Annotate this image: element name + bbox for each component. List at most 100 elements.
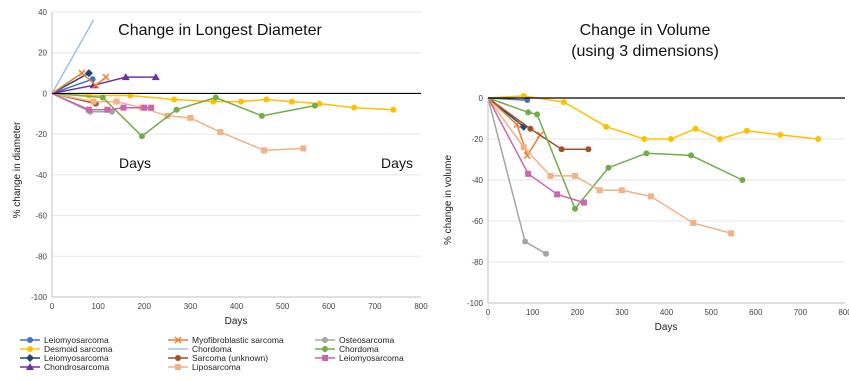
legend-label: Sarcoma (unknown) xyxy=(192,353,268,363)
legend-label: Osteosarcoma xyxy=(339,335,395,345)
legend-label: Chordoma xyxy=(192,344,232,354)
volume-data-point xyxy=(585,146,592,153)
volume-data-point xyxy=(513,121,521,129)
diameter-data-point xyxy=(300,145,307,152)
diameter-y-tick-label: 20 xyxy=(38,49,47,58)
diameter-x-tick-label: 600 xyxy=(322,302,336,311)
volume-data-point xyxy=(558,146,565,153)
diameter-data-point xyxy=(138,133,145,140)
diameter-data-point xyxy=(390,106,397,113)
volume-data-point xyxy=(688,152,695,159)
legend-label: Leiomyosarcoma xyxy=(44,335,109,345)
volume-series-6 xyxy=(487,97,735,237)
diameter-series-group xyxy=(51,19,397,154)
volume-data-point xyxy=(525,109,532,116)
diameter-data-point xyxy=(148,104,155,111)
diameter-x-tick-label: 300 xyxy=(184,302,198,311)
volume-data-point xyxy=(520,144,527,151)
legend-item: Leiomyosarcoma xyxy=(315,353,404,363)
diameter-x-tick-label: 200 xyxy=(138,302,152,311)
diameter-data-point xyxy=(121,73,130,81)
volume-x-tick-label: 200 xyxy=(571,308,585,317)
volume-data-point xyxy=(743,127,750,134)
diameter-data-point xyxy=(78,69,86,77)
diameter-data-point xyxy=(151,73,160,81)
volume-series-line xyxy=(487,97,589,151)
diameter-series-line xyxy=(51,76,156,95)
diameter-x-tick-label: 400 xyxy=(230,302,244,311)
volume-data-point xyxy=(618,187,625,194)
volume-data-point xyxy=(560,99,567,106)
legend-marker xyxy=(26,354,34,362)
diameter-x-tick-label: 500 xyxy=(276,302,290,311)
diameter-data-point xyxy=(261,147,268,154)
volume-data-point xyxy=(667,136,674,142)
volume-data-point xyxy=(739,177,746,183)
volume-data-point xyxy=(603,123,610,130)
legend-item: Osteosarcoma xyxy=(315,335,395,345)
diameter-annotation-1: Days xyxy=(119,155,151,171)
volume-y-tick-label: -80 xyxy=(471,258,483,267)
legend-item: Chondrosarcoma xyxy=(20,362,109,372)
legend-label: Myofibroblastic sarcoma xyxy=(192,335,284,345)
diameter-data-point xyxy=(258,112,265,119)
diameter-data-point xyxy=(173,106,180,113)
volume-x-tick-label: 400 xyxy=(660,308,674,317)
volume-data-point xyxy=(522,238,529,245)
volume-data-point xyxy=(717,136,724,142)
diameter-data-point xyxy=(141,104,148,111)
legend-marker xyxy=(322,346,328,352)
diameter-x-tick-label: 700 xyxy=(368,302,382,311)
volume-data-point xyxy=(643,150,650,157)
legend-label: Desmoid sarcoma xyxy=(44,344,113,354)
diameter-data-point xyxy=(316,100,323,107)
diameter-data-point xyxy=(212,94,219,101)
legend-item: Leiomyosarcoma xyxy=(20,335,109,345)
legend-marker xyxy=(27,346,33,352)
volume-data-point xyxy=(572,172,579,179)
diameter-data-point xyxy=(120,104,127,111)
legend-label: Leiomyosarcoma xyxy=(44,353,109,363)
diameter-series-3 xyxy=(51,73,160,95)
diameter-data-point xyxy=(85,106,92,113)
diameter-chart-title: Change in Longest Diameter xyxy=(118,22,322,39)
volume-data-point xyxy=(728,230,735,237)
diameter-x-tick-label: 0 xyxy=(50,302,55,311)
diameter-series-line xyxy=(51,78,93,95)
diameter-series-line xyxy=(51,19,95,94)
diameter-y-axis-title: % change in diameter xyxy=(12,121,23,218)
volume-y-tick-label: -20 xyxy=(471,135,483,144)
diameter-data-point xyxy=(171,96,178,103)
volume-data-point xyxy=(580,199,587,206)
volume-x-tick-label: 100 xyxy=(526,308,540,317)
diameter-data-point xyxy=(84,69,93,78)
volume-data-point xyxy=(692,125,699,132)
legend-item: Desmoid sarcoma xyxy=(20,344,113,354)
diameter-y-tick-label: -80 xyxy=(35,252,47,261)
legend-marker xyxy=(322,355,328,361)
volume-chart-title: Change in Volume xyxy=(580,22,711,39)
legend-item: Chordoma xyxy=(168,344,232,354)
volume-data-point xyxy=(596,187,603,194)
diameter-annotation-2: Days xyxy=(381,155,413,171)
volume-data-point xyxy=(525,170,532,177)
legend-marker xyxy=(27,337,33,343)
volume-data-point xyxy=(647,193,654,200)
volume-series-line xyxy=(487,97,585,204)
diameter-y-tick-label: -20 xyxy=(35,130,47,139)
volume-data-point xyxy=(641,136,648,142)
volume-series-5 xyxy=(487,97,746,212)
volume-data-point xyxy=(815,136,822,142)
volume-data-point xyxy=(554,191,561,198)
volume-x-tick-label: 0 xyxy=(486,308,491,317)
diameter-y-tick-label: -100 xyxy=(31,293,48,302)
volume-series-4 xyxy=(487,97,592,153)
diameter-x-axis-title: Days xyxy=(225,316,248,327)
legend-marker xyxy=(175,355,181,361)
volume-x-tick-label: 300 xyxy=(615,308,629,317)
volume-y-tick-label: 0 xyxy=(479,94,484,103)
diameter-data-point xyxy=(104,106,111,113)
